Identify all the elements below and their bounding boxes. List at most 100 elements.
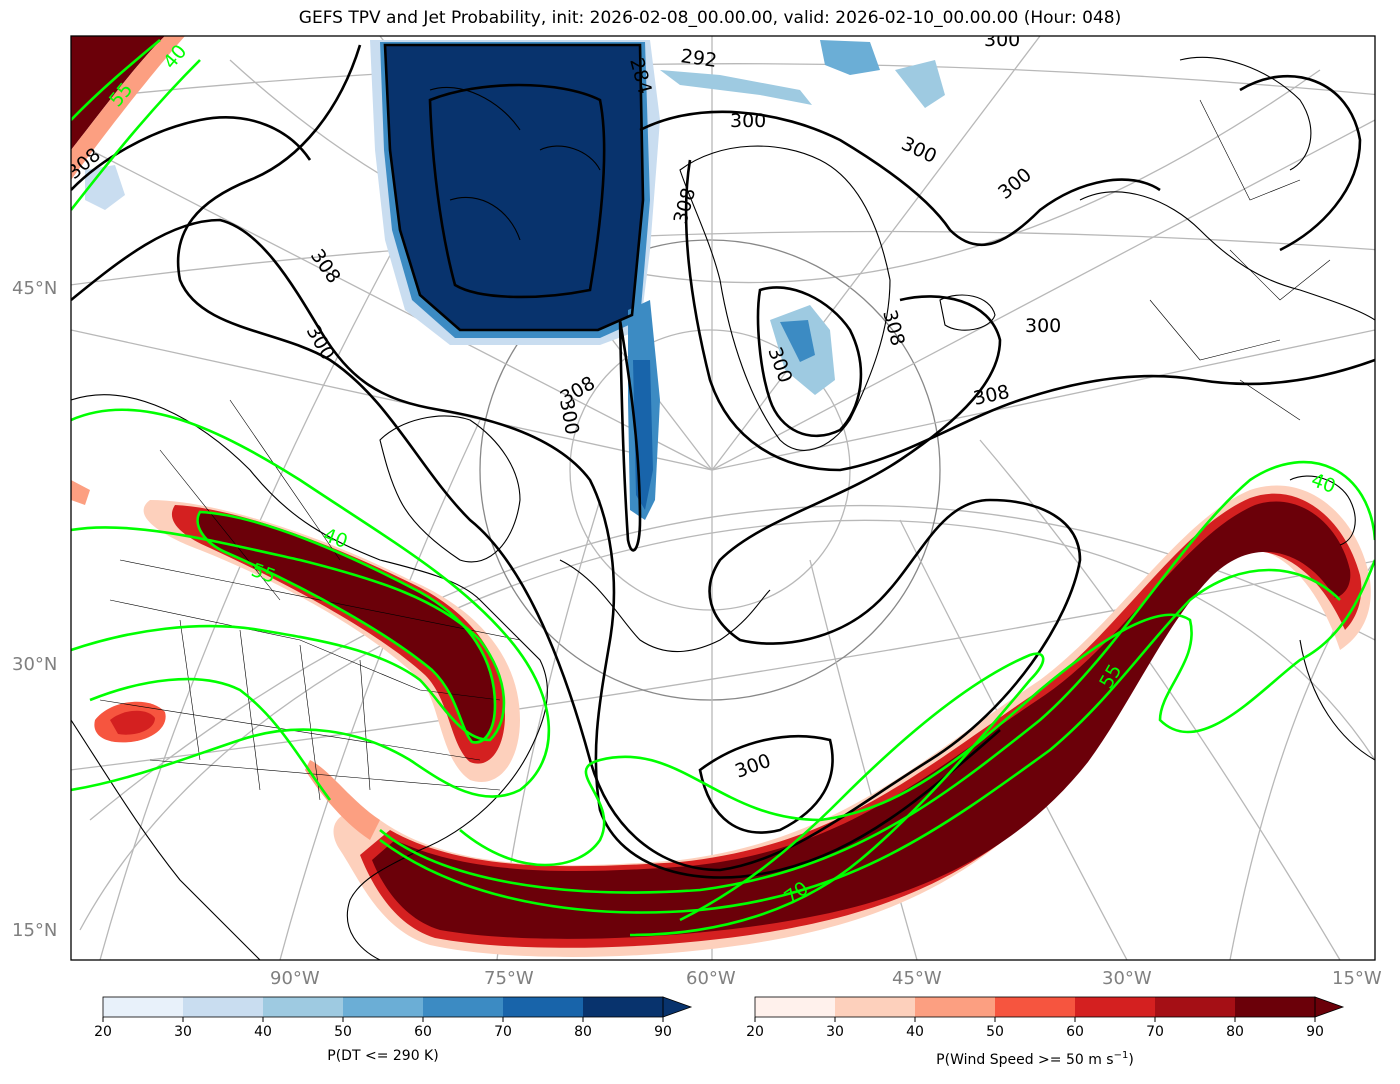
wind-40-northwest: [71, 59, 201, 211]
theta-label: 300: [1025, 315, 1061, 337]
lon-label-60w: 60°W: [686, 968, 736, 989]
coast-mexico: [71, 719, 261, 960]
jet-region-atlantic-core: [372, 501, 1351, 939]
lat-label-45n: 45°N: [12, 278, 57, 299]
colorbar-tpv-swatch: [183, 997, 264, 1017]
colorbar-jet-swatch: [915, 997, 996, 1017]
jet-region-gulf: [305, 760, 380, 840]
tpv-probability-field: [85, 40, 945, 520]
theta-308-b: [684, 159, 1375, 472]
wind-70-atlantic: [629, 652, 1045, 937]
lat-label-30n: 30°N: [12, 654, 57, 675]
colorbar-jet-tick-label: 60: [1066, 1024, 1084, 1040]
colorbar-jet-swatch: [755, 997, 836, 1017]
tpv-region-northwest-patch: [85, 165, 125, 210]
wind-40-conus-b: [71, 526, 506, 742]
map-panel: [71, 36, 1375, 960]
colorbar-tpv-swatch: [503, 997, 584, 1017]
coast-scandinavia: [1179, 56, 1312, 171]
colorbar-jet-tick-label: 40: [906, 1024, 924, 1040]
coast-hudson-bay: [379, 415, 521, 563]
lon-label-90w: 90°W: [270, 968, 320, 989]
jet-region-conus-core: [197, 512, 496, 743]
theta-label: 292: [679, 45, 718, 72]
colorbar-jet-extend-arrow: [1314, 996, 1345, 1018]
wind-40-atlantic-inner: [459, 559, 1375, 867]
coast-labrador: [559, 559, 771, 653]
theta-308-nw: [71, 116, 312, 191]
colorbar-tpv-tick-label: 20: [94, 1024, 112, 1040]
jet-region-west-edge: [71, 480, 90, 505]
colorbar-tpv-swatch: [583, 997, 664, 1017]
theta-292-strait: [618, 319, 642, 552]
colorbar-jet-label: P(Wind Speed >= 50 m s−1): [936, 1050, 1134, 1068]
tpv-region-greenland-core: [780, 320, 815, 362]
colorbar-tpv-tick-label: 60: [414, 1024, 432, 1040]
wind-40-conus: [71, 408, 551, 798]
colorbar-jet-tick-label: 80: [1226, 1024, 1244, 1040]
theta-300-labrador: [698, 734, 834, 834]
theta-308-east: [1239, 74, 1362, 252]
theta-300-arctic: [639, 110, 1161, 247]
colorbar-jet-tick-label: 30: [826, 1024, 844, 1040]
coast-europe: [1079, 191, 1375, 321]
theta-300-greenland: [756, 286, 863, 438]
wind-55-northwest: [71, 39, 161, 121]
coastlines: [71, 56, 1375, 960]
colorbar-tpv: 20 30 40 50 60 70 80 90 P(DT <= 290 K): [94, 996, 693, 1064]
colorbar-tpv-tick-label: 40: [254, 1024, 272, 1040]
colorbar-jet-swatch: [995, 997, 1076, 1017]
wind-55-conus: [196, 510, 497, 744]
colorbar-tpv-swatch: [423, 997, 504, 1017]
tpv-region-north-patch: [820, 40, 880, 75]
political-borders: [99, 99, 1331, 801]
colorbar-tpv-tick-label: 70: [494, 1024, 512, 1040]
coast-north-america: [71, 394, 548, 960]
tpv-region-arctic-strip: [660, 70, 812, 105]
figure-title: GEFS TPV and Jet Probability, init: 2026…: [298, 8, 1122, 28]
lon-label-15w: 15°W: [1332, 968, 1382, 989]
coast-arctic-islands: [429, 86, 601, 241]
jet-region-mexico-core: [110, 710, 155, 735]
colorbar-jet: 20 30 40 50 60 70 80 90 P(Wind Speed >= 50 m s−…: [746, 996, 1345, 1068]
wind-contours: [71, 39, 1375, 937]
theta-label: 300: [730, 110, 766, 132]
lon-label-45w: 45°W: [892, 968, 942, 989]
wind-40-atlantic: [379, 460, 1375, 894]
wind-55-atlantic: [379, 568, 1341, 914]
coast-africa: [1299, 639, 1375, 761]
colorbar-tpv-tick-label: 80: [574, 1024, 592, 1040]
map-frame: [70, 35, 1376, 961]
colorbar-tpv-swatch: [263, 997, 344, 1017]
tpv-region-baffin-core: [385, 45, 643, 330]
colorbar-jet-swatch: [1235, 997, 1316, 1017]
colorbar-tpv-label: P(DT <= 290 K): [327, 1048, 438, 1064]
colorbar-tpv-swatch: [343, 997, 424, 1017]
colorbar-jet-swatch: [1075, 997, 1156, 1017]
tpv-region-northeast-patch: [895, 60, 945, 108]
colorbar-tpv-tick-label: 30: [174, 1024, 192, 1040]
colorbar-tpv-extend-arrow: [662, 996, 693, 1018]
colorbar-jet-swatch: [1155, 997, 1236, 1017]
colorbar-tpv-frame: [102, 996, 664, 1018]
lon-label-30w: 30°W: [1102, 968, 1152, 989]
jet-region-northwest-corner: [71, 36, 165, 150]
colorbar-jet-frame: [754, 996, 1316, 1018]
colorbar-jet-tick-label: 90: [1306, 1024, 1324, 1040]
theta-292-inner: [428, 83, 606, 299]
theta-292-baffin: [383, 43, 645, 332]
colorbar-jet-tick-label: 50: [986, 1024, 1004, 1040]
theta-label: 300: [984, 29, 1020, 51]
colorbar-tpv-tick-label: 50: [334, 1024, 352, 1040]
colorbar-tpv-tick-label: 90: [654, 1024, 672, 1040]
lon-label-75w: 75°W: [484, 968, 534, 989]
colorbar-jet-tick-label: 20: [746, 1024, 764, 1040]
wind-40-mexico: [89, 677, 332, 801]
theta-300-main: [176, 44, 1082, 872]
colorbar-tpv-swatch: [103, 997, 184, 1017]
colorbar-jet-swatch: [835, 997, 916, 1017]
colorbar-jet-tick-label: 70: [1146, 1024, 1164, 1040]
coast-iceland: [939, 294, 996, 331]
lat-label-15n: 15°N: [12, 920, 57, 941]
